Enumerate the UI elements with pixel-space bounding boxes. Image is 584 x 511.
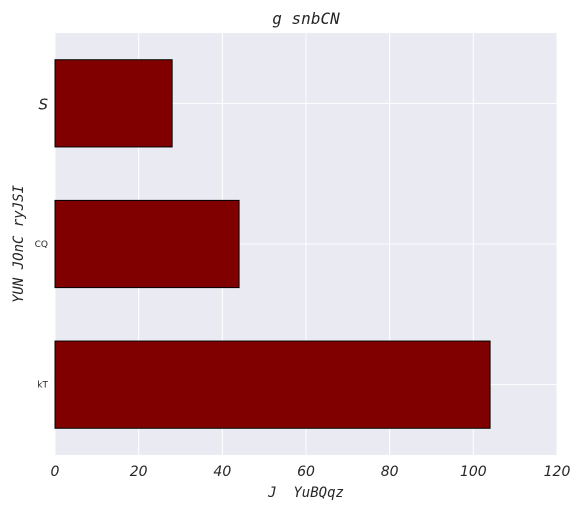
bar-cq (54, 199, 240, 289)
bars (54, 59, 491, 429)
y-tick-labels: S CQ kT (35, 95, 49, 390)
y-axis-label: YUN JOnC ryJSI (11, 184, 27, 303)
y-tick-label: kT (37, 381, 48, 391)
bar-s (54, 59, 173, 148)
chart-title: g snbCN (272, 9, 340, 28)
x-tick-labels: 0 20 40 60 80 100 120 (51, 464, 571, 480)
x-axis-label: J YuBQqz (267, 485, 344, 501)
x-tick-label: 20 (130, 464, 148, 480)
x-tick-label: 120 (544, 464, 571, 480)
x-tick-label: 80 (381, 464, 399, 480)
x-tick-label: 100 (460, 464, 487, 480)
y-tick-label: CQ (35, 240, 48, 250)
bar-kt (54, 340, 491, 429)
x-tick-label: 60 (297, 464, 315, 480)
x-tick-label: 40 (213, 464, 231, 480)
y-tick-label: S (38, 95, 48, 113)
x-tick-label: 0 (51, 464, 60, 480)
